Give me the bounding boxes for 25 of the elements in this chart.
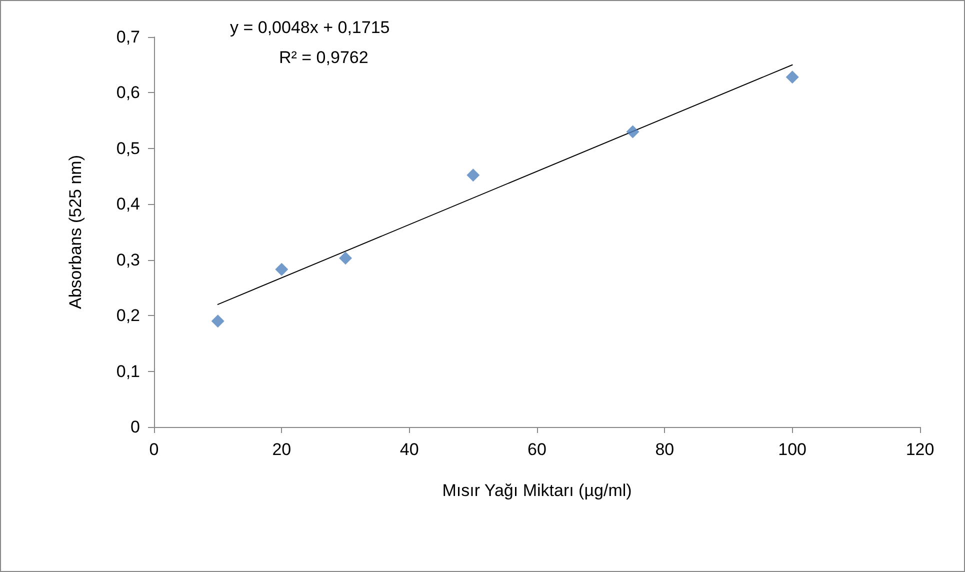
y-tick-label: 0,7	[116, 28, 140, 46]
point	[786, 70, 799, 84]
x-tick-label: 0	[149, 440, 159, 459]
point	[211, 314, 224, 328]
x-tick-label: 120	[906, 440, 934, 459]
point	[275, 262, 288, 276]
point	[339, 252, 352, 265]
point	[626, 125, 640, 138]
y-tick-label: 0,2	[116, 306, 140, 326]
x-tick-label: 40	[400, 440, 419, 459]
text: y = 0,0048x + 0,1715	[230, 18, 390, 37]
y-tick-label: 0,6	[116, 83, 140, 102]
y-axis-title: Absorbans (525 nm)	[66, 154, 85, 310]
x-axis-title: Mısır Yağı Miktarı (µg/ml)	[442, 481, 632, 500]
point	[466, 168, 480, 182]
y-tick-label: 0,3	[116, 250, 140, 270]
y-tick-label: 0,5	[116, 138, 140, 158]
x-tick-label: 60	[528, 440, 546, 459]
x-tick-label: 100	[778, 440, 807, 459]
x-tick-label: 20	[272, 440, 292, 459]
y-tick-label: 0,4	[116, 194, 140, 214]
y-tick-label: 0	[130, 418, 140, 436]
annotation: R² = 0,9762	[279, 48, 368, 67]
y-tick-label: 0,1	[116, 362, 140, 381]
x-tick-label: 80	[655, 440, 674, 459]
